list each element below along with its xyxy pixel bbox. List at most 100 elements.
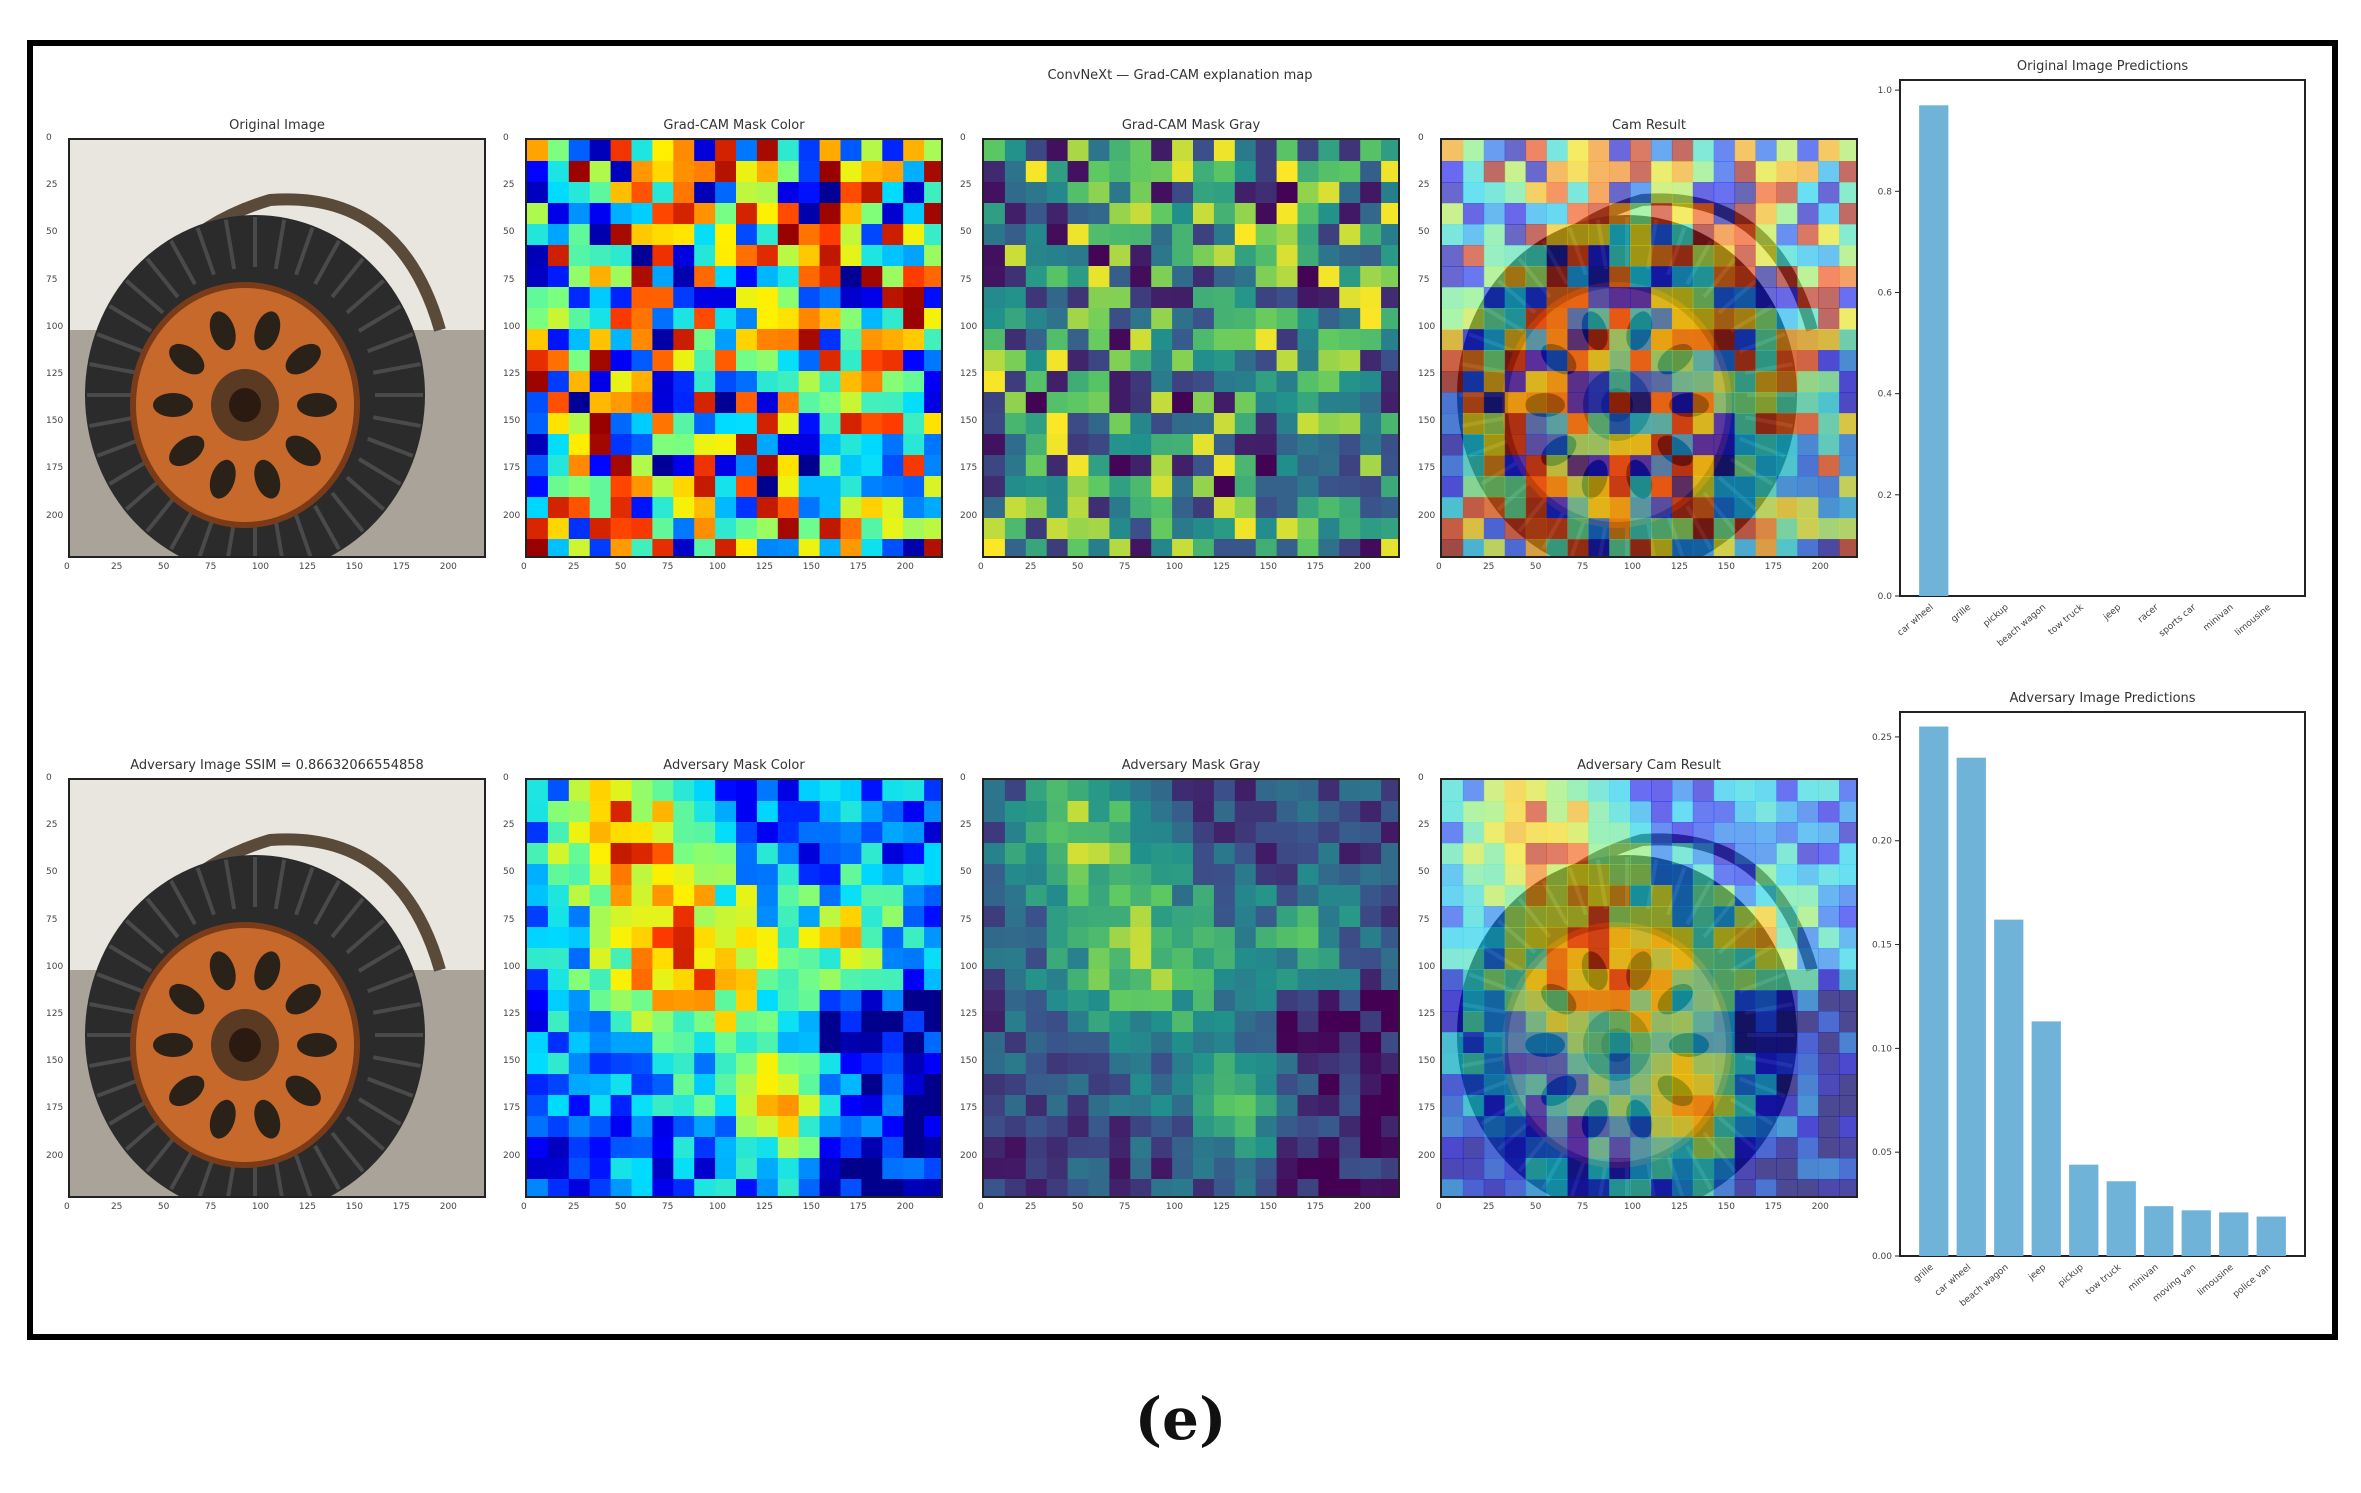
y-tick-label: 0.00 <box>1872 1252 1892 1262</box>
original-mask-color-cell <box>547 203 570 225</box>
adversary-mask-gray-cell <box>1109 969 1131 991</box>
adversary-mask-color-cell <box>673 822 695 844</box>
original-cam-overlay-cell <box>1797 539 1819 556</box>
original-photo-tread <box>223 219 237 270</box>
original-cam-overlay-cell <box>1651 182 1673 204</box>
original-mask-gray-cell <box>1130 434 1152 456</box>
original-cam-overlay-cell <box>1692 392 1715 414</box>
adversary-mask-gray-cell <box>1151 801 1173 823</box>
adversary-cam-overlay-cell <box>1504 1158 1527 1180</box>
adversary-mask-color-cell <box>589 1137 612 1159</box>
adversary-mask-gray-cell <box>1004 801 1027 823</box>
adversary-mask-gray-cell <box>1234 864 1257 886</box>
adversary-cam-overlay-cell <box>1462 969 1485 991</box>
adversary-mask-color-cell <box>652 1011 674 1033</box>
original-photo-tread <box>313 504 341 551</box>
original-mask-color-cell <box>694 245 716 267</box>
adversary-cam-overlay-cell <box>1630 1011 1652 1033</box>
original-cam-overlay-cell <box>1776 224 1798 246</box>
adversary-mask-gray-cell <box>1360 801 1382 823</box>
x-tick-label: 200 <box>1811 1202 1829 1212</box>
original-mask-color-cell <box>777 182 800 204</box>
original-mask-gray-cell <box>1339 392 1361 414</box>
adversary-mask-gray-cell <box>1004 1179 1027 1196</box>
original-mask-color-cell <box>756 539 779 556</box>
original-cam-overlay-cell <box>1504 476 1527 498</box>
adversary-mask-color-cell <box>861 1095 883 1117</box>
original-cam-overlay-cell <box>1776 245 1798 267</box>
adversary-mask-gray-cell <box>1151 1095 1173 1117</box>
adversary-cam-overlay-cell <box>1713 801 1736 823</box>
adversary-cam-overlay-cell <box>1713 1095 1736 1117</box>
adversary-cam-overlay-cell <box>1462 990 1485 1012</box>
adversary-cam-overlay-cell <box>1630 801 1652 823</box>
original-mask-color-cell <box>903 392 925 414</box>
adversary-mask-gray-cell <box>984 843 1006 865</box>
adversary-photo-tread <box>96 1076 143 1098</box>
original-mask-gray-cell <box>1172 182 1194 204</box>
original-mask-color-cell <box>777 308 800 330</box>
adversary-mask-gray-cell <box>1025 864 1048 886</box>
original-mask-gray-cell <box>1004 455 1027 477</box>
adversary-mask-color-cell <box>819 1032 841 1054</box>
original-mask-color-cell <box>798 518 821 540</box>
original-mask-gray-cell <box>1381 140 1398 162</box>
original-mask-gray-cell <box>1234 329 1257 351</box>
original-cam-overlay-cell <box>1567 476 1589 498</box>
original-mask-color-cell <box>861 497 883 519</box>
adversary-cam-overlay-cell <box>1525 906 1547 928</box>
adversary-cam-overlay-cell <box>1692 843 1715 865</box>
adversary-cam-overlay-cell <box>1609 1116 1631 1138</box>
adversary-cam-overlay-cell <box>1567 1095 1589 1117</box>
adversary-mask-gray-cell <box>1067 1074 1089 1096</box>
adversary-mask-gray-cell <box>1025 801 1048 823</box>
adversary-cam-overlay-cell <box>1651 906 1673 928</box>
adversary-mask-color-cell <box>840 780 862 802</box>
original-mask-gray-cell <box>1130 455 1152 477</box>
original-cam-overlay-cell <box>1651 266 1673 288</box>
adversary-mask-color-cell <box>840 801 862 823</box>
original-mask-color-cell <box>882 371 904 393</box>
adversary-mask-color-cell <box>694 885 716 907</box>
original-mask-color-cell <box>610 140 632 162</box>
adversary-mask-color-cell <box>756 990 779 1012</box>
original-mask-gray-cell <box>1234 497 1257 519</box>
original-mask-gray-cell <box>1004 350 1027 372</box>
adversary-cam-overlay-cell <box>1818 780 1840 802</box>
original-cam-overlay-cell <box>1588 266 1610 288</box>
original-cam-overlay-cell <box>1755 140 1777 162</box>
adversary-mask-color-cell <box>777 906 800 928</box>
adversary-mask-color-cell <box>631 990 653 1012</box>
adversary-cam-overlay-cell <box>1713 843 1736 865</box>
original-cam-overlay-cell <box>1567 413 1589 435</box>
adversary-mask-color-cell <box>861 1158 883 1180</box>
original-mask-gray-cell <box>1255 350 1278 372</box>
adversary-mask-gray-cell <box>1088 822 1110 844</box>
original-mask-color-cell <box>568 371 591 393</box>
original-mask-gray-cell <box>1193 371 1215 393</box>
original-mask-gray-cell <box>1213 476 1236 498</box>
adversary-cam-overlay-cell <box>1713 906 1736 928</box>
original-mask-color-cell <box>756 266 779 288</box>
adversary-mask-color-cell <box>673 864 695 886</box>
original-photo-tread <box>169 239 197 286</box>
original-cam-overlay-cell <box>1713 434 1736 456</box>
original-mask-gray-cell <box>1213 455 1236 477</box>
adversary-cam-overlay-cell <box>1567 1179 1589 1196</box>
adversary-mask-color-cell <box>568 822 591 844</box>
adversary-mask-color-cell <box>819 822 841 844</box>
adversary-cam-overlay-cell <box>1713 864 1736 886</box>
adversary-cam-overlay-cell <box>1692 1011 1715 1033</box>
original-mask-gray-cell <box>1213 308 1236 330</box>
original-cam-overlay-cell <box>1671 308 1694 330</box>
adversary-cam-overlay-cell <box>1818 801 1840 823</box>
original-mask-gray-cell <box>1276 392 1298 414</box>
original-mask-gray-cell <box>1067 203 1089 225</box>
adversary-mask-gray-cell <box>984 1074 1006 1096</box>
adversary-cam-overlay-cell <box>1588 948 1610 970</box>
adversary-mask-gray-cell <box>1046 1074 1069 1096</box>
adversary-mask-gray-cell <box>1088 969 1110 991</box>
adversary-photo-rim-hole <box>169 1075 205 1107</box>
adversary-mask-color-cell <box>924 906 941 928</box>
y-tick-label: 75 <box>46 914 58 925</box>
